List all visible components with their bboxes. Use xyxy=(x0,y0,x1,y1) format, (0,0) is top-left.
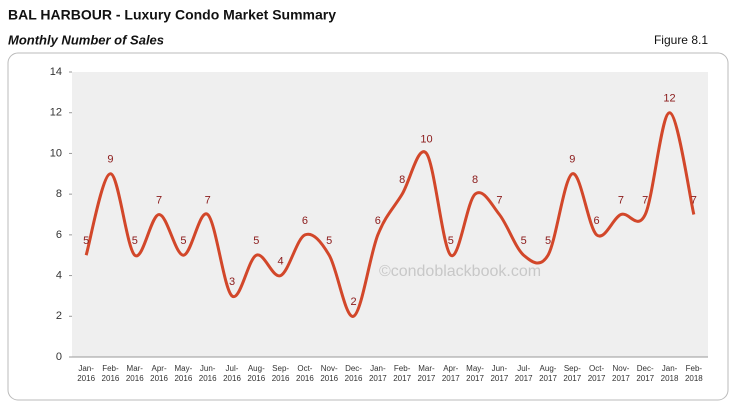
data-label: 7 xyxy=(642,194,648,206)
x-tick-label: Oct-2017 xyxy=(587,364,606,383)
x-tick-label: Sep-2016 xyxy=(271,364,290,383)
x-tick-label: Jul-2016 xyxy=(223,364,241,383)
data-label: 3 xyxy=(229,276,235,288)
y-tick-label: 0 xyxy=(56,351,62,363)
data-label: 8 xyxy=(399,174,405,186)
data-label: 5 xyxy=(326,235,332,247)
data-label: 4 xyxy=(278,255,284,267)
y-tick-label: 8 xyxy=(56,188,62,200)
data-label: 7 xyxy=(156,194,162,206)
x-tick-label: Dec-2016 xyxy=(344,364,363,383)
subtitle: Monthly Number of Sales xyxy=(8,32,164,47)
data-label: 9 xyxy=(569,154,575,166)
data-label: 7 xyxy=(691,194,697,206)
title: BAL HARBOUR - Luxury Condo Market Summar… xyxy=(8,7,336,23)
x-tick-label: Feb-2018 xyxy=(684,364,703,383)
data-label: 2 xyxy=(350,296,356,308)
x-tick-label: Jun-2016 xyxy=(198,364,217,383)
data-label: 12 xyxy=(663,93,675,105)
x-tick-label: Nov-2016 xyxy=(320,364,339,383)
data-label: 10 xyxy=(420,133,432,145)
x-tick-label: May-2017 xyxy=(466,364,484,383)
data-label: 5 xyxy=(448,235,454,247)
data-label: 5 xyxy=(83,235,89,247)
watermark: ©condoblackbook.com xyxy=(379,263,541,280)
x-tick-label: Jun-2017 xyxy=(490,364,509,383)
data-label: 6 xyxy=(302,215,308,227)
x-tick-label: Jan-2018 xyxy=(660,364,679,383)
data-label: 5 xyxy=(545,235,551,247)
data-label: 5 xyxy=(180,235,186,247)
y-tick-label: 4 xyxy=(56,269,62,281)
y-tick-label: 12 xyxy=(50,107,62,119)
x-tick-label: Aug-2016 xyxy=(247,364,266,383)
data-label: 6 xyxy=(375,215,381,227)
data-label: 7 xyxy=(496,194,502,206)
x-tick-label: Sep-2017 xyxy=(563,364,582,383)
x-tick-label: Apr-2016 xyxy=(150,364,168,383)
y-tick-label: 2 xyxy=(56,310,62,322)
x-tick-label: Feb-2016 xyxy=(101,364,120,383)
data-label: 5 xyxy=(132,235,138,247)
x-tick-label: Jan-2017 xyxy=(368,364,387,383)
x-tick-label: Mar-2016 xyxy=(125,364,144,383)
data-label: 9 xyxy=(107,154,113,166)
x-tick-label: Dec-2017 xyxy=(636,364,655,383)
data-label: 7 xyxy=(618,194,624,206)
x-tick-label: Oct-2016 xyxy=(296,364,314,383)
x-tick-label: Nov-2017 xyxy=(612,364,630,383)
y-tick-label: 14 xyxy=(50,66,62,78)
x-tick-label: Mar-2017 xyxy=(417,364,436,383)
data-label: 6 xyxy=(594,215,600,227)
figure-label: Figure 8.1 xyxy=(654,33,708,47)
x-tick-label: Jan-2016 xyxy=(77,364,96,383)
x-tick-label: May-2016 xyxy=(174,364,193,383)
y-tick-label: 6 xyxy=(56,229,62,241)
y-tick-label: 10 xyxy=(50,147,62,159)
x-tick-label: Aug-2017 xyxy=(539,364,557,383)
x-tick-label: Apr-2017 xyxy=(441,364,460,383)
sales-line xyxy=(84,111,696,318)
x-tick-label: Feb-2017 xyxy=(393,364,412,383)
data-label: 8 xyxy=(472,174,478,186)
data-label: 7 xyxy=(205,194,211,206)
x-tick-label: Jul-2017 xyxy=(514,364,533,383)
data-label: 5 xyxy=(253,235,259,247)
data-label: 5 xyxy=(521,235,527,247)
